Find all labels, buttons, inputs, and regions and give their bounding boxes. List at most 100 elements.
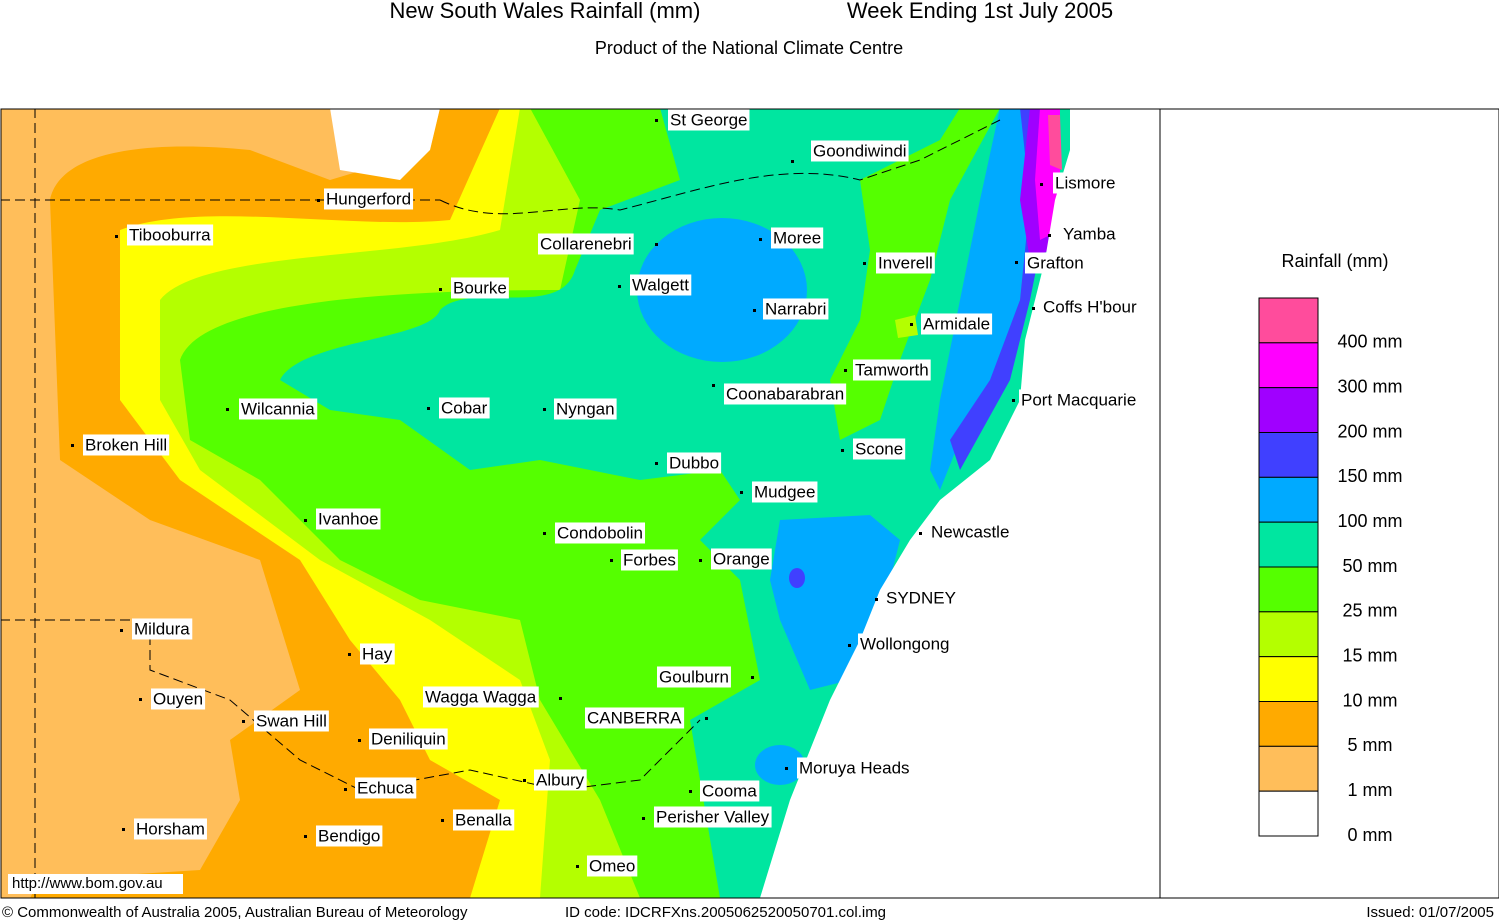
url-box xyxy=(8,874,183,894)
legend-label: 400 mm xyxy=(1337,332,1402,352)
town-label-bg xyxy=(763,298,829,320)
town-label-bg xyxy=(853,438,906,460)
town-dot xyxy=(1015,261,1018,264)
town-label: Hay xyxy=(362,644,393,663)
town-dot xyxy=(139,698,142,701)
town-label-bg xyxy=(853,359,931,381)
town-label: Ouyen xyxy=(153,689,203,708)
town-label-bg xyxy=(711,548,772,570)
legend-swatch xyxy=(1258,521,1319,568)
town-label-bg xyxy=(555,522,646,544)
legend-label: 25 mm xyxy=(1342,601,1397,621)
town-label-bg xyxy=(360,643,395,665)
town-dot xyxy=(618,285,621,288)
town-label-bg xyxy=(1019,389,1139,411)
town-label: Mudgee xyxy=(754,482,815,501)
legend-label: 10 mm xyxy=(1342,690,1397,710)
town-label: Yamba xyxy=(1063,224,1116,243)
legend-swatch xyxy=(1258,566,1319,613)
town-label-bg xyxy=(929,521,1012,543)
town-label: Wagga Wagga xyxy=(425,687,537,706)
town-label: Scone xyxy=(855,439,903,458)
town-label: CANBERRA xyxy=(587,708,682,727)
town-dot xyxy=(740,491,743,494)
legend: 400 mm 300 mm 200 mm 150 mm 100 mm 50 mm 25 mm… xyxy=(1258,297,1403,845)
town-dot xyxy=(844,369,847,372)
town-label: Tibooburra xyxy=(129,225,211,244)
town-label: Forbes xyxy=(623,550,676,569)
town-dot xyxy=(115,235,118,238)
town-label-bg xyxy=(668,109,750,131)
town-label: Dubbo xyxy=(669,453,719,472)
town-label: Grafton xyxy=(1027,253,1084,272)
legend-swatch xyxy=(1258,476,1319,523)
town-label: Lismore xyxy=(1055,173,1115,192)
town-dot xyxy=(317,199,320,202)
town-label: Inverell xyxy=(878,253,933,272)
town-label: Echuca xyxy=(357,778,414,797)
legend-title: Rainfall (mm) xyxy=(1281,251,1388,271)
town-label-bg xyxy=(667,452,722,474)
town-dot xyxy=(655,462,658,465)
legend-swatch xyxy=(1258,387,1319,433)
town-label-bg xyxy=(324,188,414,210)
town-dot xyxy=(304,519,307,522)
town-dot xyxy=(910,323,913,326)
town-dot xyxy=(689,790,692,793)
town-label: Horsham xyxy=(136,819,205,838)
town-label: Goulburn xyxy=(659,667,729,686)
legend-swatch xyxy=(1258,790,1319,837)
town-label: Moruya Heads xyxy=(799,758,910,777)
town-label-bg xyxy=(1061,223,1119,245)
town-label: Deniliquin xyxy=(371,729,446,748)
town-label-bg xyxy=(83,434,170,456)
town-label: Tamworth xyxy=(855,360,929,379)
town-dot xyxy=(523,779,526,782)
town-dot xyxy=(1048,234,1051,237)
legend-label: 50 mm xyxy=(1342,556,1397,576)
legend-swatch xyxy=(1258,297,1319,344)
copyright: © Commonwealth of Australia 2005, Austra… xyxy=(2,904,468,921)
town-label-bg xyxy=(316,825,383,847)
town-dot xyxy=(543,408,546,411)
town-label-bg xyxy=(239,398,318,420)
title: New South Wales Rainfall (mm) xyxy=(390,0,701,23)
town-label: Broken Hill xyxy=(85,435,167,454)
town-dot xyxy=(543,532,546,535)
town-dot xyxy=(1040,183,1043,186)
town-label-bg xyxy=(621,549,678,571)
town-label-bg xyxy=(369,728,448,750)
legend-swatch xyxy=(1258,432,1319,478)
town-label: Orange xyxy=(713,549,770,568)
town-dot xyxy=(439,288,442,291)
legend-swatch xyxy=(1258,701,1319,747)
town-dot xyxy=(712,384,715,387)
legend-label: 300 mm xyxy=(1337,376,1402,396)
town-label-bg xyxy=(876,252,935,274)
legend-label: 5 mm xyxy=(1348,735,1393,755)
town-dot xyxy=(441,819,444,822)
town-label: Ivanhoe xyxy=(318,509,379,528)
town-dot xyxy=(122,828,125,831)
town-label-bg xyxy=(127,224,214,246)
town-label-bg xyxy=(657,666,731,688)
town-label: Swan Hill xyxy=(256,711,327,730)
town-dot xyxy=(699,559,702,562)
town-label: St George xyxy=(670,110,748,129)
town-label: Albury xyxy=(536,770,585,789)
town-label-bg xyxy=(423,686,539,708)
town-label-bg xyxy=(654,806,772,828)
town-label-bg xyxy=(771,227,824,249)
town-dot xyxy=(120,629,123,632)
rainfall-map xyxy=(1,109,1160,898)
town-label-bg xyxy=(630,274,692,296)
town-label: Armidale xyxy=(923,314,990,333)
town-dot xyxy=(919,532,922,535)
town-label: Goondiwindi xyxy=(813,141,907,160)
town-label-bg xyxy=(724,383,847,405)
town-label: Collarenebri xyxy=(540,234,632,253)
town-label: Benalla xyxy=(455,810,512,829)
legend-label: 150 mm xyxy=(1337,466,1402,486)
town-dot xyxy=(655,119,658,122)
id-code: ID code: IDCRFXns.2005062520050701.col.i… xyxy=(565,904,886,921)
